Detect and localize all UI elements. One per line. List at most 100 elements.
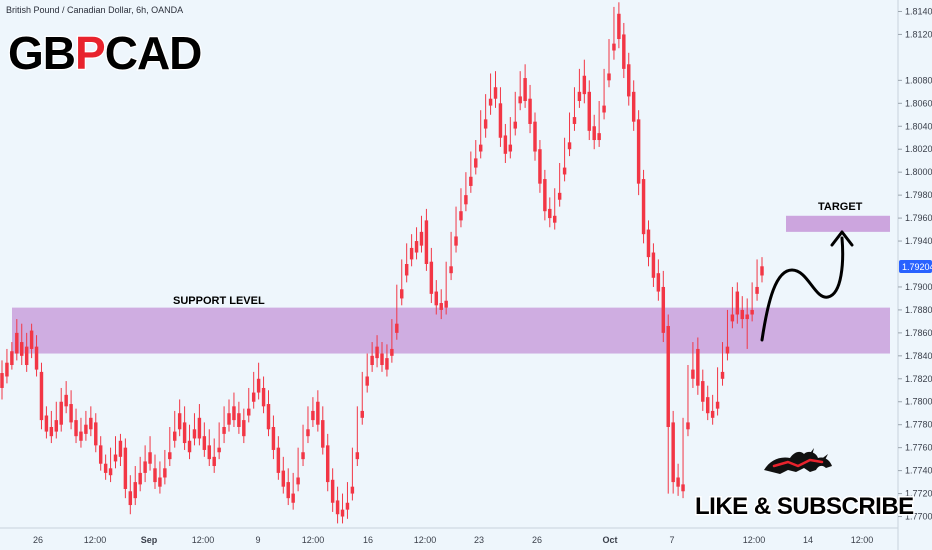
candle-body (735, 291, 740, 315)
candle (118, 433, 123, 467)
candle (533, 112, 537, 161)
candle (15, 319, 19, 361)
candle (696, 337, 700, 395)
time-axis[interactable]: 26 12:00 Sep 12:00 9 12:00 16 12:00 23 26 Oct 7 12:0… (33, 535, 873, 545)
candle-body (533, 121, 537, 152)
candle-body (311, 410, 315, 421)
candle (557, 162, 562, 207)
candle (261, 376, 266, 414)
candle-body (251, 392, 256, 402)
candle-body (103, 463, 108, 473)
like-subscribe-cta[interactable]: LIKE & SUBSCRIBE (694, 492, 917, 522)
candle-body (123, 447, 128, 489)
price-tick-label: 1.81200 (905, 29, 932, 39)
time-tick-label: 26 (532, 535, 542, 545)
candle-body (686, 422, 690, 430)
candle (271, 415, 276, 460)
candle (469, 151, 473, 193)
candle-body (548, 208, 552, 219)
candle (631, 80, 636, 131)
candle (567, 112, 572, 157)
price-tick-label: 1.79000 (905, 282, 932, 292)
candle (483, 94, 488, 138)
candle (182, 406, 187, 450)
candle-body (636, 119, 641, 184)
target-label: TARGET (818, 201, 863, 213)
time-tick-label: 9 (255, 535, 260, 545)
candle (750, 282, 754, 322)
candle (424, 208, 429, 271)
time-tick-label: 12:00 (84, 535, 107, 545)
candle (691, 342, 695, 388)
support-label: SUPPORT LEVEL (173, 295, 265, 307)
candle-body (335, 500, 340, 515)
candle (227, 399, 231, 432)
candle-body (79, 431, 83, 441)
candle (291, 472, 295, 510)
candle-body (627, 64, 631, 97)
candle (612, 6, 616, 60)
candle-body (508, 144, 513, 152)
candle-body (710, 410, 715, 418)
candle-body (261, 387, 266, 407)
candle-body (701, 381, 705, 402)
candle-body (118, 440, 123, 457)
candle-body (592, 126, 596, 141)
candle-body (192, 429, 197, 439)
candle (671, 410, 675, 494)
candle (745, 298, 749, 349)
candle-body (296, 477, 300, 485)
candle-body (572, 117, 577, 124)
price-tick-label: 1.78800 (905, 305, 932, 315)
candle (89, 406, 93, 437)
support-zone (12, 307, 890, 354)
candle-body (449, 266, 453, 274)
time-tick-label: 16 (363, 535, 373, 545)
price-tick-label: 1.78600 (905, 328, 932, 338)
price-tick-label: 1.78200 (905, 374, 932, 384)
candle (296, 447, 300, 492)
candle-body (528, 98, 532, 124)
candle (400, 259, 404, 306)
candle-body (404, 264, 409, 276)
candle (64, 381, 68, 414)
candle-body (602, 105, 606, 113)
candle (705, 385, 710, 421)
candle (572, 87, 577, 131)
symbol-title: GBPCAD (7, 26, 204, 81)
time-tick-label: 12:00 (192, 535, 215, 545)
candle-body (0, 373, 4, 388)
candle-body (488, 98, 493, 106)
price-axis[interactable]: 1.81400 1.81200 1.80800 1.80600 1.80400 1.802… (898, 6, 932, 522)
price-tick-label: 1.78400 (905, 351, 932, 361)
candle-body (34, 346, 39, 370)
time-tick-label: 12:00 (851, 535, 874, 545)
candle-body (15, 332, 19, 354)
price-tick-label: 1.77600 (905, 443, 932, 453)
candle (158, 461, 162, 494)
candle-body (20, 342, 24, 356)
candle-body (375, 346, 379, 359)
candle-body (158, 477, 162, 487)
time-tick-label: 26 (33, 535, 43, 545)
candle-body (562, 167, 567, 175)
candle-body (691, 369, 695, 379)
candle-body (720, 371, 725, 379)
candle-body (390, 348, 394, 356)
candle (350, 447, 355, 501)
candle (49, 410, 54, 444)
candle-body (474, 158, 478, 168)
symbol-letter: P (75, 27, 105, 79)
candle-body (281, 470, 286, 487)
candle (370, 342, 374, 372)
candle (321, 406, 325, 455)
candle-body (247, 408, 251, 416)
candle (192, 413, 197, 446)
candles-layer (0, 2, 764, 524)
time-tick-label: Sep (141, 535, 158, 545)
candle (232, 392, 236, 427)
symbol-letter: D (169, 27, 201, 79)
candle-body (207, 445, 211, 460)
candle (488, 73, 493, 115)
candle-body (424, 220, 429, 264)
